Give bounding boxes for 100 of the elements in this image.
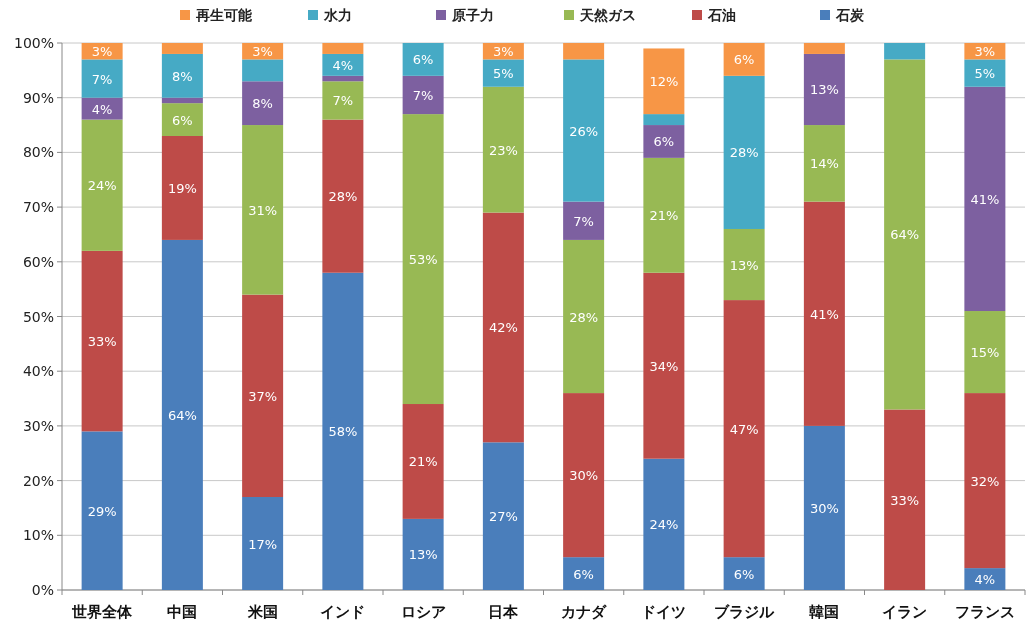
bar bbox=[322, 75, 364, 82]
data-label: 33% bbox=[890, 492, 920, 508]
y-tick-label: 50% bbox=[22, 308, 54, 325]
bar bbox=[723, 300, 765, 558]
data-label: 30% bbox=[569, 468, 599, 484]
data-label: 12% bbox=[649, 74, 679, 90]
bar bbox=[723, 43, 765, 76]
data-label: 28% bbox=[569, 309, 599, 325]
y-tick-label: 80% bbox=[22, 144, 54, 161]
x-tick-label: ロシア bbox=[400, 603, 446, 621]
bar bbox=[81, 119, 123, 251]
data-label: 24% bbox=[87, 178, 117, 194]
bar bbox=[161, 53, 203, 98]
data-label: 41% bbox=[809, 306, 839, 322]
bar bbox=[242, 125, 284, 295]
data-label: 3% bbox=[493, 44, 514, 60]
bar bbox=[161, 97, 203, 104]
data-label: 28% bbox=[729, 145, 759, 161]
legend-label: 原子力 bbox=[451, 7, 494, 23]
bar bbox=[402, 43, 444, 76]
data-label: 47% bbox=[729, 421, 759, 437]
x-tick-label: ブラジル bbox=[714, 603, 776, 621]
bar bbox=[964, 59, 1006, 87]
data-label: 13% bbox=[408, 547, 438, 563]
bar bbox=[643, 157, 685, 273]
data-label: 31% bbox=[248, 202, 278, 218]
bar bbox=[563, 59, 605, 202]
x-tick-label: イラン bbox=[882, 603, 928, 621]
bar bbox=[964, 311, 1006, 394]
bar bbox=[322, 43, 364, 54]
bar bbox=[402, 75, 444, 115]
data-label: 5% bbox=[493, 66, 514, 82]
data-label: 8% bbox=[252, 96, 273, 112]
data-label: 3% bbox=[974, 44, 996, 60]
y-tick-label: 60% bbox=[22, 253, 54, 270]
y-tick-label: 90% bbox=[22, 89, 54, 106]
bar bbox=[322, 119, 364, 273]
legend-label: 天然ガス bbox=[579, 7, 636, 23]
data-label: 13% bbox=[809, 82, 839, 98]
data-label: 4% bbox=[91, 101, 113, 117]
bar bbox=[242, 59, 284, 82]
bar bbox=[402, 518, 444, 590]
bar bbox=[242, 294, 284, 498]
bar bbox=[803, 43, 845, 54]
data-label: 3% bbox=[252, 44, 273, 60]
data-label: 26% bbox=[569, 123, 599, 139]
bar bbox=[643, 114, 685, 126]
data-label: 24% bbox=[649, 517, 679, 533]
bar bbox=[723, 228, 765, 301]
data-label: 17% bbox=[248, 536, 278, 552]
legend-label: 石炭 bbox=[835, 7, 865, 23]
bar bbox=[803, 201, 845, 426]
data-label: 3% bbox=[91, 44, 113, 60]
bar bbox=[161, 135, 203, 240]
bar bbox=[161, 43, 203, 54]
bar bbox=[81, 250, 123, 432]
data-label: 37% bbox=[248, 388, 278, 404]
bar bbox=[563, 43, 605, 60]
y-tick-label: 20% bbox=[22, 472, 54, 489]
bar bbox=[482, 442, 524, 590]
data-label: 42% bbox=[488, 320, 518, 336]
bar bbox=[161, 103, 203, 136]
x-tick-label: 米国 bbox=[246, 603, 278, 621]
bar bbox=[964, 86, 1006, 312]
bar bbox=[563, 393, 605, 558]
y-tick-label: 30% bbox=[22, 417, 54, 434]
y-tick-label: 40% bbox=[22, 363, 54, 380]
x-tick-label: フランス bbox=[954, 603, 1015, 621]
x-tick-label: インド bbox=[320, 603, 366, 621]
bar bbox=[643, 272, 685, 459]
data-label: 5% bbox=[974, 66, 996, 82]
y-tick-label: 10% bbox=[22, 527, 54, 544]
bar bbox=[803, 53, 845, 126]
x-tick-label: 日本 bbox=[488, 603, 520, 621]
bar bbox=[723, 75, 765, 229]
data-label: 28% bbox=[328, 189, 358, 205]
data-label: 7% bbox=[412, 87, 434, 103]
bar bbox=[643, 125, 685, 158]
bar bbox=[242, 81, 284, 126]
bar bbox=[482, 59, 524, 87]
data-label: 8% bbox=[172, 68, 193, 84]
x-tick-label: カナダ bbox=[561, 603, 608, 621]
x-tick-label: 韓国 bbox=[809, 603, 840, 621]
bar bbox=[81, 59, 123, 98]
bar bbox=[402, 404, 444, 519]
x-tick-label: ドイツ bbox=[641, 603, 687, 621]
data-label: 6% bbox=[172, 112, 193, 128]
legend-label: 水力 bbox=[323, 7, 352, 23]
data-label: 34% bbox=[649, 358, 679, 374]
data-label: 4% bbox=[974, 572, 996, 588]
data-label: 15% bbox=[970, 345, 1000, 361]
data-label: 27% bbox=[488, 509, 518, 525]
data-label: 13% bbox=[729, 257, 759, 273]
y-tick-label: 70% bbox=[22, 199, 54, 216]
data-label: 64% bbox=[890, 227, 920, 243]
bar bbox=[161, 239, 203, 590]
bar bbox=[643, 48, 685, 115]
bar bbox=[884, 59, 926, 410]
bar bbox=[884, 409, 926, 590]
y-tick-label: 100% bbox=[13, 35, 54, 51]
